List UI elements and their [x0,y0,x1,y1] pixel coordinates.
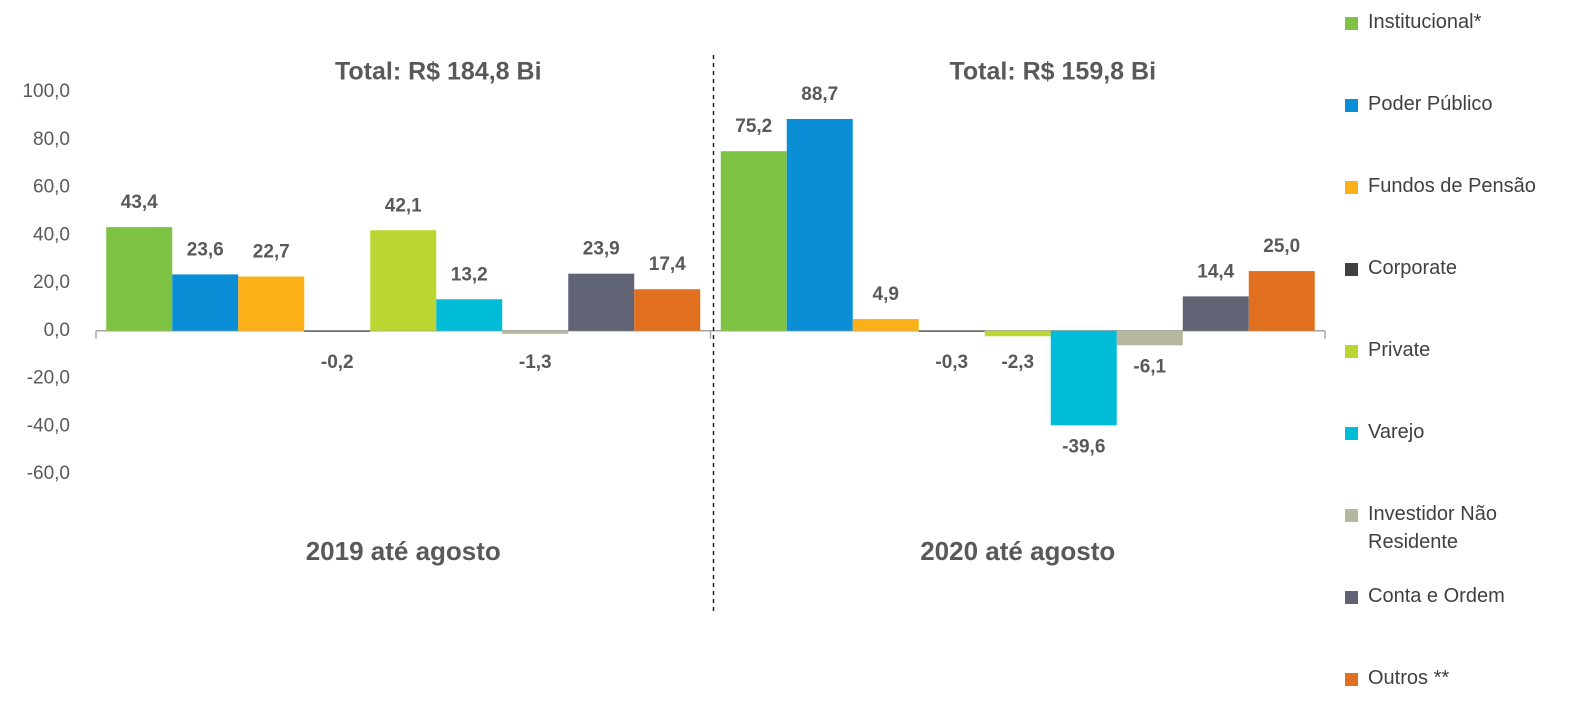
plot: -60,0 -40,0 -20,0 0,0 20,0 40,0 60,0 80,0 100,0 2… [22,55,1326,612]
bar [786,118,853,331]
y-tick-label: -20,0 [27,368,70,389]
data-label: 13,2 [451,264,488,285]
legend-swatch [1345,181,1358,194]
y-tick-label: 40,0 [33,224,70,245]
data-label: -39,6 [1062,436,1105,457]
legend-item: Varejo [1345,421,1573,446]
data-label: 75,2 [735,116,772,137]
y-tick-label: -40,0 [27,415,70,436]
legend-item: Private [1345,339,1573,364]
category-label: 2020 até agosto [920,536,1115,566]
bar [238,276,305,331]
legend-label: Varejo [1368,421,1425,443]
data-label: -0,2 [321,352,354,373]
y-tick-label: 20,0 [33,272,70,293]
data-label: 14,4 [1197,261,1234,282]
legend-swatch [1345,673,1358,686]
legend-swatch [1345,263,1358,276]
bar [370,230,437,331]
group-total: Total: R$ 184,8 Bi [335,58,542,86]
legend-label: Institucional* [1368,11,1482,33]
bar [634,289,701,331]
data-label: 43,4 [121,192,158,213]
data-label: 23,9 [583,239,620,260]
legend-label: Corporate [1368,257,1457,279]
legend-item: Corporate [1345,257,1573,282]
bar [106,227,173,331]
bar [1116,330,1183,346]
category-label: 2019 até agosto [306,536,501,566]
legend-swatch [1345,99,1358,112]
y-tick-label: 0,0 [44,320,70,341]
legend-item: Fundos de Pensão [1345,175,1573,200]
legend-swatch [1345,427,1358,440]
bar [172,274,239,331]
legend-item: Investidor Não Residente [1345,503,1573,556]
data-label: 42,1 [385,195,422,216]
data-label: -0,3 [935,352,968,373]
legend-item: Outros ** [1345,667,1573,692]
legend-swatch [1345,591,1358,604]
y-tick-label: -60,0 [27,463,70,484]
bar [918,330,985,332]
bar [1182,296,1249,331]
data-label: -1,3 [519,352,552,373]
data-label: 23,6 [187,239,224,260]
legend-label: Poder Público [1368,93,1493,115]
bar [720,151,787,331]
legend-label: Outros ** [1368,667,1450,689]
legend-swatch [1345,509,1358,522]
bar [1248,271,1315,331]
y-tick-label: 60,0 [33,177,70,198]
data-label: 17,4 [649,254,686,275]
legend-swatch [1345,345,1358,358]
legend-swatch [1345,17,1358,30]
bar [502,330,569,334]
y-tick-label: 80,0 [33,129,70,150]
legend-label: Fundos de Pensão [1368,175,1536,197]
data-label: 4,9 [873,284,899,305]
data-label: -6,1 [1133,356,1166,377]
legend-item: Institucional* [1345,11,1573,36]
legend-item: Poder Público [1345,93,1573,118]
group-total: Total: R$ 159,8 Bi [949,58,1156,86]
legend-label: Investidor Não Residente [1368,503,1497,553]
data-label: 25,0 [1263,236,1300,257]
legend-item: Conta e Ordem [1345,585,1573,610]
bar [568,273,635,331]
data-label: 22,7 [253,242,290,263]
bar [1050,330,1117,426]
bar [304,330,371,332]
legend-label: Conta e Ordem [1368,585,1505,607]
data-label: -2,3 [1001,352,1034,373]
bar [984,330,1051,337]
legend-label: Private [1368,339,1431,361]
y-tick-label: 100,0 [22,81,70,102]
data-label: 88,7 [801,84,838,105]
bar [852,319,919,331]
bar [436,299,503,331]
